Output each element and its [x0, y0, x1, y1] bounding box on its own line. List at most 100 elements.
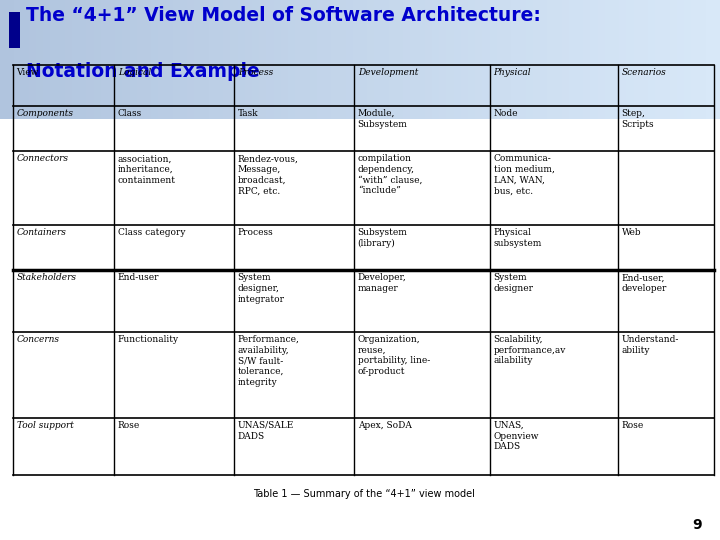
Bar — [216, 0, 223, 119]
Bar — [655, 0, 662, 119]
Bar — [713, 0, 720, 119]
Text: Scenarios: Scenarios — [621, 68, 666, 77]
Bar — [374, 0, 382, 119]
Bar — [583, 0, 590, 119]
Bar — [295, 0, 302, 119]
Text: Understand-
ability: Understand- ability — [621, 335, 679, 355]
Text: Subsystem
(library): Subsystem (library) — [358, 228, 408, 248]
Bar — [65, 0, 72, 119]
Bar — [130, 0, 137, 119]
Bar — [360, 0, 367, 119]
Text: Module,
Subsystem: Module, Subsystem — [358, 109, 408, 129]
Text: 9: 9 — [693, 518, 702, 532]
Text: Functionality: Functionality — [117, 335, 179, 344]
Bar — [389, 0, 396, 119]
Text: End-user,
developer: End-user, developer — [621, 273, 667, 293]
Text: Communica-
tion medium,
LAN, WAN,
bus, etc.: Communica- tion medium, LAN, WAN, bus, e… — [493, 154, 554, 195]
Bar — [230, 0, 238, 119]
Bar — [281, 0, 288, 119]
Bar — [454, 0, 461, 119]
Bar — [209, 0, 216, 119]
Bar — [497, 0, 504, 119]
Bar — [137, 0, 144, 119]
Bar — [605, 0, 612, 119]
Text: Tool support: Tool support — [17, 421, 73, 430]
Text: Rose: Rose — [621, 421, 644, 430]
Bar — [259, 0, 266, 119]
Text: System
designer: System designer — [493, 273, 534, 293]
Bar — [684, 0, 691, 119]
Bar — [432, 0, 439, 119]
Bar — [691, 0, 698, 119]
Bar — [670, 0, 677, 119]
Bar — [180, 0, 187, 119]
Bar — [7, 0, 14, 119]
Bar — [173, 0, 180, 119]
Text: Containers: Containers — [17, 228, 66, 237]
Text: Concerns: Concerns — [17, 335, 60, 344]
Text: UNAS/SALE
DADS: UNAS/SALE DADS — [238, 421, 294, 441]
Bar — [410, 0, 418, 119]
Bar — [22, 0, 29, 119]
Bar — [619, 0, 626, 119]
Bar — [612, 0, 619, 119]
Bar — [576, 0, 583, 119]
Bar — [626, 0, 634, 119]
Bar — [475, 0, 482, 119]
Bar — [353, 0, 360, 119]
Text: Performance,
availability,
S/W fault-
tolerance,
integrity: Performance, availability, S/W fault- to… — [238, 335, 300, 387]
Bar — [403, 0, 410, 119]
Bar — [223, 0, 230, 119]
Bar — [187, 0, 194, 119]
Bar — [50, 0, 58, 119]
Bar — [29, 0, 36, 119]
Bar — [547, 0, 554, 119]
Bar — [662, 0, 670, 119]
Text: Apex, SoDA: Apex, SoDA — [358, 421, 412, 430]
Bar — [526, 0, 533, 119]
Bar — [511, 0, 518, 119]
Text: Scalability,
performance,av
ailability: Scalability, performance,av ailability — [493, 335, 566, 365]
Bar — [302, 0, 310, 119]
Text: Developer,
manager: Developer, manager — [358, 273, 407, 293]
Text: System
designer,
integrator: System designer, integrator — [238, 273, 284, 303]
Text: Task: Task — [238, 109, 258, 118]
Bar — [461, 0, 468, 119]
Text: Development: Development — [358, 68, 418, 77]
Bar — [698, 0, 706, 119]
Text: Process: Process — [238, 228, 274, 237]
Bar — [446, 0, 454, 119]
Bar — [86, 0, 94, 119]
Text: Logical: Logical — [117, 68, 151, 77]
Bar — [202, 0, 209, 119]
Text: Process: Process — [238, 68, 273, 77]
Bar — [72, 0, 79, 119]
Text: Table 1 — Summary of the “4+1” view model: Table 1 — Summary of the “4+1” view mode… — [253, 489, 474, 499]
Bar — [590, 0, 598, 119]
Bar — [648, 0, 655, 119]
Text: Rose: Rose — [117, 421, 140, 430]
Bar — [94, 0, 101, 119]
Bar — [122, 0, 130, 119]
Bar — [0, 0, 7, 119]
Bar — [533, 0, 540, 119]
Text: Connectors: Connectors — [17, 154, 68, 163]
Bar — [194, 0, 202, 119]
Bar — [367, 0, 374, 119]
Bar — [425, 0, 432, 119]
Bar — [288, 0, 295, 119]
Bar — [562, 0, 569, 119]
Text: Web: Web — [621, 228, 641, 237]
Bar — [245, 0, 252, 119]
Bar — [706, 0, 713, 119]
Bar — [238, 0, 245, 119]
Text: Components: Components — [17, 109, 73, 118]
Text: Class: Class — [117, 109, 142, 118]
Text: Node: Node — [493, 109, 518, 118]
Bar — [266, 0, 274, 119]
Text: Organization,
reuse,
portability, line-
of-product: Organization, reuse, portability, line- … — [358, 335, 430, 376]
Bar — [79, 0, 86, 119]
Bar — [36, 0, 43, 119]
Bar — [677, 0, 684, 119]
Text: Physical
subsystem: Physical subsystem — [493, 228, 542, 248]
